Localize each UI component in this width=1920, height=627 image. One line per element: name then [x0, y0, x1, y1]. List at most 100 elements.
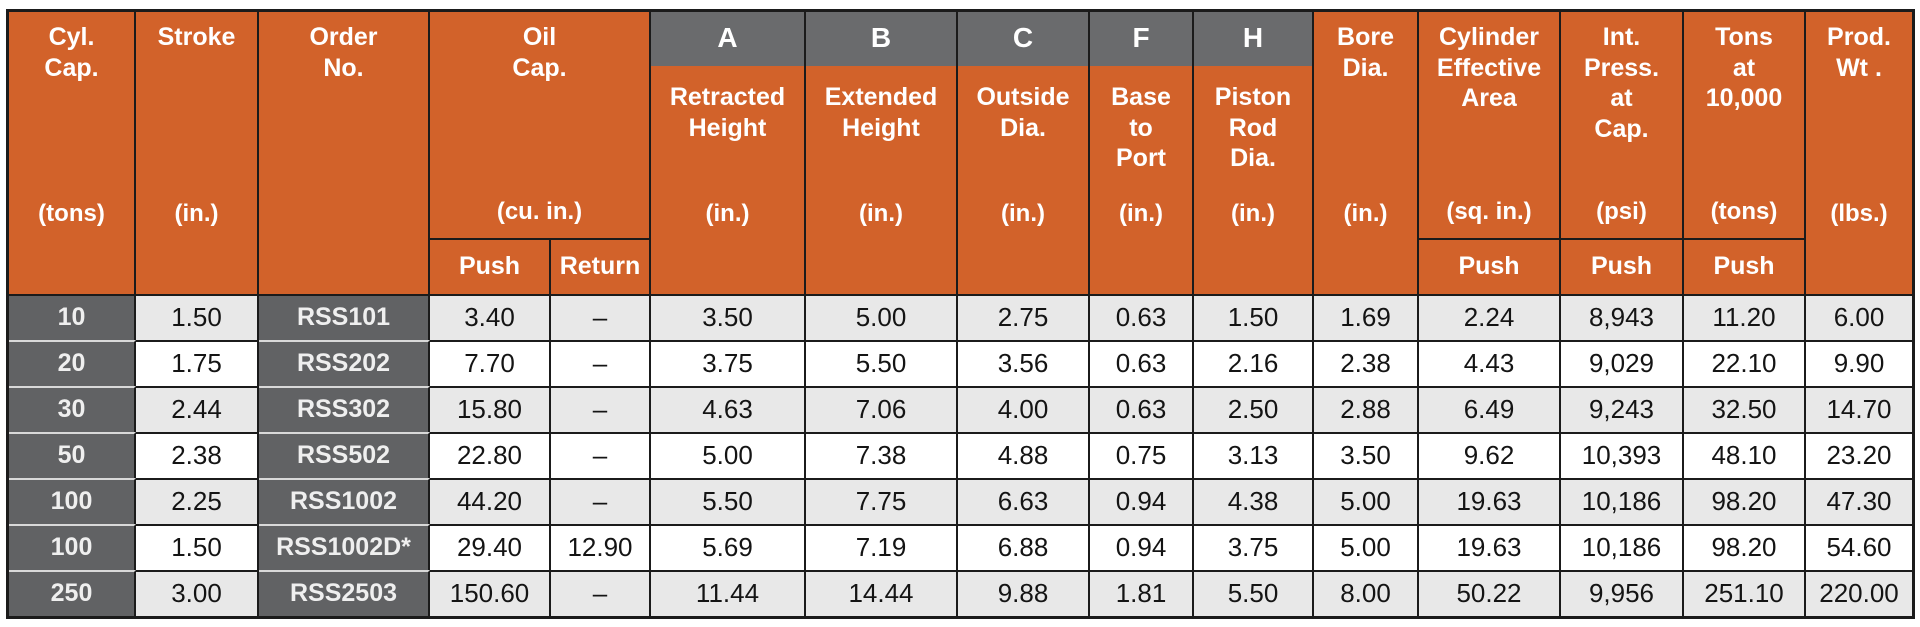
body-cell: 6.88 [958, 524, 1090, 570]
body-cell: 98.20 [1684, 524, 1806, 570]
body-cell: 23.20 [1806, 432, 1912, 478]
row-order-no-cell: RSS502 [259, 432, 430, 478]
col-header-prod-wt: Prod. Wt . (lbs.) [1806, 12, 1912, 294]
body-cell: 3.50 [651, 294, 806, 340]
col-header-cyl-cap: Cyl. Cap. (tons) [9, 12, 136, 294]
body-cell: 9.88 [958, 570, 1090, 616]
col-title-prod-wt: Prod. Wt . [1827, 23, 1891, 82]
body-cell: 0.75 [1090, 432, 1194, 478]
body-cell: 7.75 [806, 478, 958, 524]
body-cell: 4.88 [958, 432, 1090, 478]
body-cell: 22.80 [430, 432, 551, 478]
col-header-stroke: Stroke (in.) [136, 12, 259, 294]
body-cell: 7.38 [806, 432, 958, 478]
col-letter-c: C [958, 12, 1090, 66]
col-unit-int-press: (psi) [1596, 198, 1647, 225]
body-cell: 11.20 [1684, 294, 1806, 340]
col-title-retracted-height: Retracted Height [669, 83, 786, 142]
body-cell: 15.80 [430, 386, 551, 432]
body-cell: – [551, 478, 651, 524]
body-cell: 9,243 [1561, 386, 1684, 432]
row-order-no-cell: RSS1002D* [259, 524, 430, 570]
row-capacity-cell: 30 [9, 386, 136, 432]
body-cell: 3.75 [651, 340, 806, 386]
body-cell: – [551, 570, 651, 616]
body-cell: 19.63 [1419, 478, 1561, 524]
col-header-outside-dia: Outside Dia. (in.) [958, 66, 1090, 294]
body-cell: 3.40 [430, 294, 551, 340]
body-cell: 2.16 [1194, 340, 1314, 386]
col-unit-cyl-cap: (tons) [38, 200, 105, 227]
body-cell: 1.81 [1090, 570, 1194, 616]
body-cell: 10,186 [1561, 524, 1684, 570]
body-cell: 4.00 [958, 386, 1090, 432]
body-cell: 3.13 [1194, 432, 1314, 478]
body-cell: 0.94 [1090, 478, 1194, 524]
col-unit-bore-dia: (in.) [1343, 200, 1388, 227]
col-unit-tons-at-10000: (tons) [1710, 198, 1778, 225]
body-cell: 7.70 [430, 340, 551, 386]
body-cell: 9,956 [1561, 570, 1684, 616]
col-header-piston-rod-dia: Piston Rod Dia. (in.) [1194, 66, 1314, 294]
body-cell: – [551, 432, 651, 478]
body-cell: 8.00 [1314, 570, 1419, 616]
col-header-cyl-eff-area: Cylinder Effective Area (sq. in.) [1419, 12, 1561, 238]
subcol-oil-push: Push [430, 238, 551, 294]
col-title-outside-dia: Outside Dia. [976, 83, 1070, 142]
body-cell: 150.60 [430, 570, 551, 616]
body-cell: 6.00 [1806, 294, 1912, 340]
col-letter-h: H [1194, 12, 1314, 66]
body-cell: 2.38 [136, 432, 259, 478]
col-title-stroke: Stroke [157, 23, 236, 51]
body-cell: 0.63 [1090, 386, 1194, 432]
body-cell: 5.00 [651, 432, 806, 478]
col-unit-retracted-height: (in.) [705, 200, 750, 227]
body-cell: 0.94 [1090, 524, 1194, 570]
col-header-retracted-height: Retracted Height (in.) [651, 66, 806, 294]
col-title-extended-height: Extended Height [824, 83, 938, 142]
col-unit-oil-cap: (cu. in.) [496, 198, 583, 225]
body-cell: 9,029 [1561, 340, 1684, 386]
row-order-no-cell: RSS302 [259, 386, 430, 432]
body-cell: 9.90 [1806, 340, 1912, 386]
body-cell: 48.10 [1684, 432, 1806, 478]
col-unit-base-to-port: (in.) [1119, 200, 1163, 227]
body-cell: 5.00 [1314, 478, 1419, 524]
col-header-tons-at-10000: Tons at 10,000 (tons) [1684, 12, 1806, 238]
body-cell: 5.50 [1194, 570, 1314, 616]
body-cell: 3.50 [1314, 432, 1419, 478]
row-capacity-cell: 250 [9, 570, 136, 616]
row-capacity-cell: 100 [9, 524, 136, 570]
col-title-tons-at-10000: Tons at 10,000 [1705, 23, 1783, 112]
body-cell: 12.90 [551, 524, 651, 570]
body-cell: 8,943 [1561, 294, 1684, 340]
body-cell: 220.00 [1806, 570, 1912, 616]
body-cell: 5.00 [1314, 524, 1419, 570]
col-title-oil-cap: Oil Cap. [512, 23, 567, 82]
body-cell: 2.88 [1314, 386, 1419, 432]
body-cell: 4.43 [1419, 340, 1561, 386]
body-cell: 6.63 [958, 478, 1090, 524]
row-capacity-cell: 100 [9, 478, 136, 524]
body-cell: 44.20 [430, 478, 551, 524]
col-title-base-to-port: Base to Port [1111, 83, 1171, 172]
body-cell: 22.10 [1684, 340, 1806, 386]
body-cell: 54.60 [1806, 524, 1912, 570]
row-capacity-cell: 20 [9, 340, 136, 386]
body-cell: 3.00 [136, 570, 259, 616]
body-cell: 10,393 [1561, 432, 1684, 478]
row-order-no-cell: RSS2503 [259, 570, 430, 616]
body-cell: 7.06 [806, 386, 958, 432]
body-cell: 10,186 [1561, 478, 1684, 524]
row-capacity-cell: 10 [9, 294, 136, 340]
row-order-no-cell: RSS101 [259, 294, 430, 340]
col-title-cyl-cap: Cyl. Cap. [44, 23, 99, 82]
col-unit-extended-height: (in.) [859, 200, 903, 227]
body-cell: 29.40 [430, 524, 551, 570]
body-cell: – [551, 340, 651, 386]
subcol-tons-at-10000-push: Push [1684, 238, 1806, 294]
body-cell: 2.50 [1194, 386, 1314, 432]
row-capacity-cell: 50 [9, 432, 136, 478]
col-header-order-no: Order No. [259, 12, 430, 294]
body-cell: 1.50 [1194, 294, 1314, 340]
